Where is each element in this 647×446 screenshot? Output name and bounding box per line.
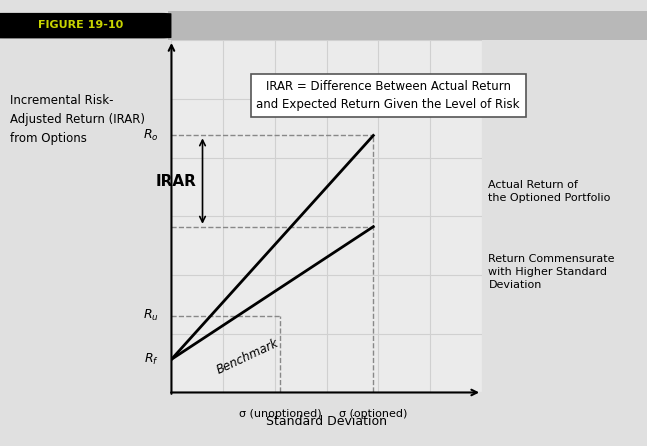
- Text: IRAR = Difference Between Actual Return
and Expected Return Given the Level of R: IRAR = Difference Between Actual Return …: [256, 80, 520, 112]
- Text: σ (unoptioned): σ (unoptioned): [239, 409, 322, 419]
- Text: Benchmark: Benchmark: [215, 337, 281, 377]
- Text: $R_f$: $R_f$: [144, 352, 159, 367]
- Text: Standard Deviation: Standard Deviation: [266, 415, 388, 428]
- Text: Incremental Risk-
Adjusted Return (IRAR)
from Options: Incremental Risk- Adjusted Return (IRAR)…: [10, 95, 146, 145]
- Text: FIGURE 19-10: FIGURE 19-10: [38, 20, 124, 30]
- Text: σ (optioned): σ (optioned): [339, 409, 408, 419]
- Text: Return Commensurate
with Higher Standard
Deviation: Return Commensurate with Higher Standard…: [488, 254, 615, 290]
- Text: Actual Return of
the Optioned Portfolio: Actual Return of the Optioned Portfolio: [488, 180, 611, 203]
- Text: IRAR: IRAR: [155, 173, 196, 189]
- Text: $R_u$: $R_u$: [143, 308, 159, 323]
- Text: $R_o$: $R_o$: [144, 128, 159, 143]
- FancyBboxPatch shape: [0, 13, 171, 38]
